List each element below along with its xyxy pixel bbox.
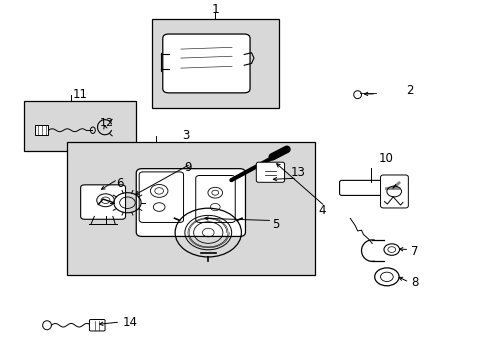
FancyBboxPatch shape bbox=[256, 162, 284, 182]
Text: 4: 4 bbox=[318, 204, 325, 217]
Text: 1: 1 bbox=[211, 3, 219, 16]
Text: 10: 10 bbox=[378, 152, 392, 165]
Text: 13: 13 bbox=[290, 166, 305, 179]
FancyBboxPatch shape bbox=[89, 319, 105, 331]
FancyBboxPatch shape bbox=[81, 185, 125, 219]
Text: 14: 14 bbox=[122, 316, 137, 329]
Text: 6: 6 bbox=[116, 177, 123, 190]
Bar bbox=[152, 19, 278, 108]
Text: 9: 9 bbox=[184, 161, 192, 174]
Bar bbox=[24, 101, 136, 151]
FancyBboxPatch shape bbox=[136, 169, 245, 237]
Text: 8: 8 bbox=[410, 276, 418, 289]
FancyBboxPatch shape bbox=[339, 180, 387, 195]
Text: 3: 3 bbox=[182, 129, 189, 142]
FancyBboxPatch shape bbox=[163, 34, 249, 93]
Text: 2: 2 bbox=[406, 84, 413, 97]
FancyBboxPatch shape bbox=[139, 172, 183, 222]
FancyBboxPatch shape bbox=[380, 175, 407, 208]
FancyBboxPatch shape bbox=[195, 175, 235, 222]
Text: 7: 7 bbox=[410, 245, 418, 258]
Bar bbox=[35, 125, 48, 135]
Text: 5: 5 bbox=[272, 218, 279, 231]
Text: 11: 11 bbox=[73, 88, 87, 101]
Bar bbox=[66, 142, 315, 275]
Text: 12: 12 bbox=[100, 118, 114, 128]
